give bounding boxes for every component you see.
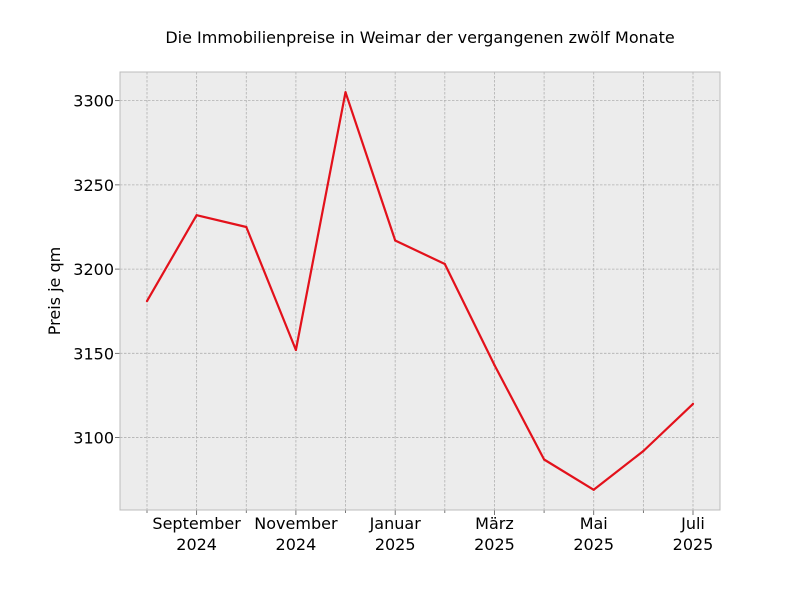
- y-tick-label: 3300: [73, 92, 114, 111]
- data-point: [642, 449, 645, 453]
- data-point: [691, 402, 695, 405]
- x-tick-label: Mai: [580, 514, 608, 533]
- x-tick-label-year: 2025: [375, 535, 416, 554]
- chart-title: Die Immobilienpreise in Weimar der verga…: [165, 28, 674, 47]
- x-tick-label-year: 2024: [176, 535, 217, 554]
- data-point: [145, 300, 149, 303]
- data-point: [493, 364, 496, 367]
- x-tick-label: September: [152, 514, 241, 533]
- x-tick-label-year: 2024: [276, 535, 317, 554]
- x-tick-label-year: 2025: [673, 535, 714, 554]
- x-tick-label-year: 2025: [474, 535, 515, 554]
- x-tick-label: Januar: [369, 514, 422, 533]
- y-axis-label: Preis je qm: [45, 247, 64, 335]
- x-tick-label-year: 2025: [573, 535, 614, 554]
- data-point: [344, 91, 347, 94]
- y-tick-label: 3150: [73, 344, 114, 363]
- data-point: [443, 262, 446, 266]
- x-tick-label: November: [254, 514, 338, 533]
- y-tick-label: 3100: [73, 429, 114, 448]
- plot-area: [120, 72, 720, 510]
- data-point: [245, 225, 248, 229]
- data-point: [394, 239, 397, 242]
- plot-frame: [119, 71, 721, 511]
- y-tick-label: 3250: [73, 176, 114, 195]
- series-group: [145, 91, 695, 491]
- axis-ticks: September 2024 November 2024 Januar 2025 März 2…: [73, 92, 713, 554]
- data-point: [592, 488, 595, 491]
- series-line: [146, 91, 694, 491]
- data-point: [195, 214, 198, 217]
- data-point: [294, 348, 298, 352]
- gridlines: [120, 72, 720, 510]
- y-tick-label: 3200: [73, 260, 114, 279]
- x-tick-label: März: [475, 514, 514, 533]
- x-tick-label: Juli: [680, 514, 705, 533]
- data-point: [542, 458, 546, 461]
